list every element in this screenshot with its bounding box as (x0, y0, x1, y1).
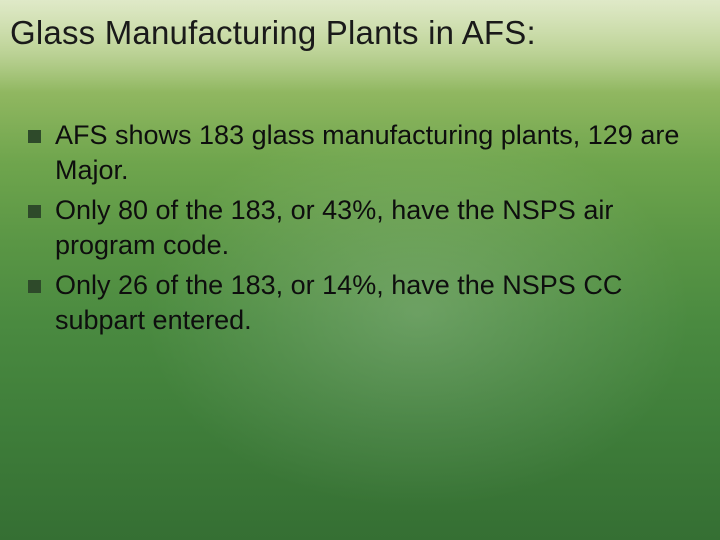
bullet-text: AFS shows 183 glass manufacturing plants… (55, 118, 684, 187)
bullet-item: AFS shows 183 glass manufacturing plants… (28, 118, 684, 187)
bullet-text: Only 80 of the 183, or 43%, have the NSP… (55, 193, 684, 262)
slide-title: Glass Manufacturing Plants in AFS: (10, 14, 702, 52)
slide-body: AFS shows 183 glass manufacturing plants… (28, 118, 684, 343)
square-bullet-icon (28, 205, 41, 218)
bullet-item: Only 26 of the 183, or 14%, have the NSP… (28, 268, 684, 337)
bullet-item: Only 80 of the 183, or 43%, have the NSP… (28, 193, 684, 262)
square-bullet-icon (28, 280, 41, 293)
slide: Glass Manufacturing Plants in AFS: AFS s… (0, 0, 720, 540)
square-bullet-icon (28, 130, 41, 143)
title-band: Glass Manufacturing Plants in AFS: (0, 0, 720, 92)
bullet-text: Only 26 of the 183, or 14%, have the NSP… (55, 268, 684, 337)
